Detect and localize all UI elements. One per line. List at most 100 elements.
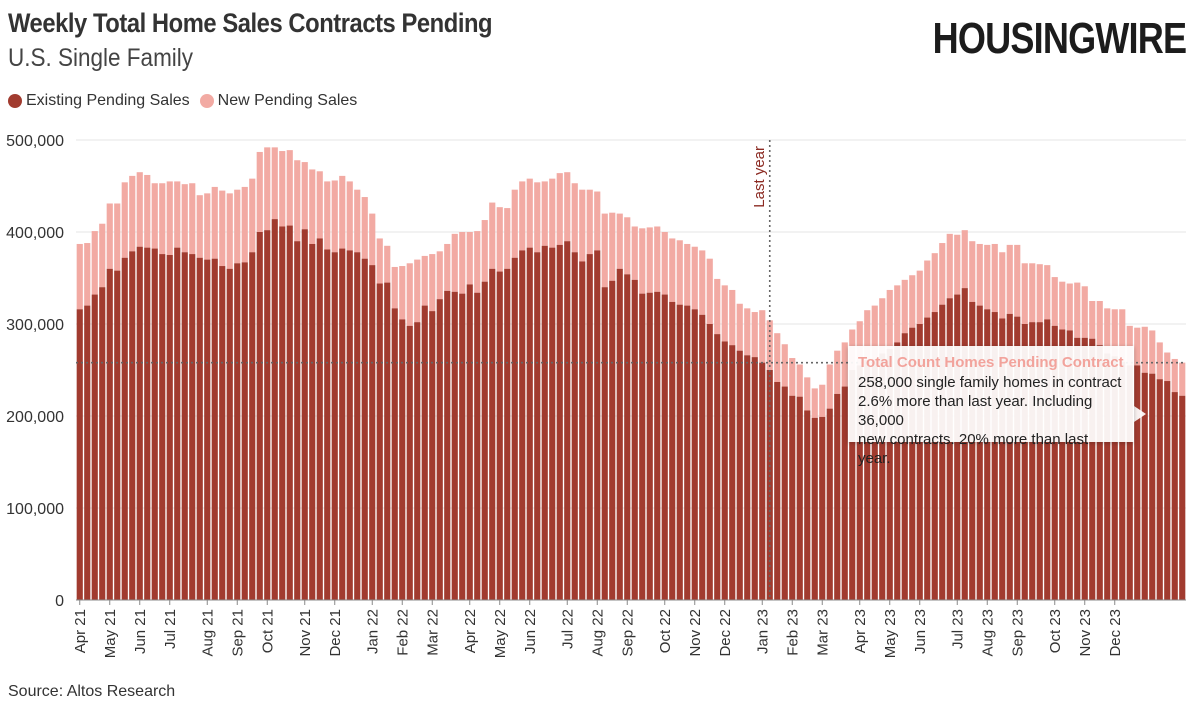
x-tick-label: Apr 23 bbox=[852, 609, 869, 653]
bar-existing bbox=[286, 225, 293, 600]
bar-existing bbox=[976, 305, 983, 600]
bar-existing bbox=[189, 254, 196, 600]
bar-new bbox=[894, 285, 901, 343]
bar-new bbox=[444, 243, 451, 291]
bar-existing bbox=[946, 298, 953, 600]
bar-existing bbox=[594, 250, 601, 600]
bar-new bbox=[174, 181, 181, 248]
bar-existing bbox=[969, 301, 976, 600]
bar-new bbox=[661, 232, 668, 295]
bar-existing bbox=[1096, 345, 1103, 600]
bar-existing bbox=[774, 381, 781, 600]
bar-new bbox=[1119, 309, 1126, 362]
bar-existing bbox=[781, 386, 788, 600]
bar-existing bbox=[631, 279, 638, 600]
legend-swatch-new bbox=[199, 94, 214, 108]
bar-existing bbox=[961, 288, 968, 600]
bar-new bbox=[136, 172, 143, 247]
bar-new bbox=[579, 189, 586, 262]
bar-new bbox=[631, 226, 638, 280]
bar-existing bbox=[466, 284, 473, 600]
x-tick-label: Nov 22 bbox=[687, 609, 704, 657]
legend-item-existing[interactable]: Existing Pending Sales bbox=[8, 92, 190, 110]
bar-new bbox=[249, 178, 256, 253]
bar-existing bbox=[939, 304, 946, 600]
bar-existing bbox=[1036, 322, 1043, 600]
source-note: Source: Altos Research bbox=[8, 683, 176, 700]
x-tick-label: Oct 23 bbox=[1047, 609, 1064, 653]
bar-new bbox=[219, 190, 226, 267]
bar-existing bbox=[264, 230, 271, 600]
annotation-line-3: new contracts. 20% more than last year. bbox=[858, 431, 1089, 467]
bar-existing bbox=[841, 386, 848, 600]
bar-new bbox=[721, 285, 728, 342]
bar-new bbox=[736, 303, 743, 351]
bar-existing bbox=[76, 309, 83, 600]
bar-new bbox=[91, 231, 98, 295]
bar-existing bbox=[864, 359, 871, 600]
legend-item-new[interactable]: New Pending Sales bbox=[199, 92, 357, 110]
bar-new bbox=[616, 213, 623, 269]
bar-existing bbox=[204, 259, 211, 600]
bar-existing bbox=[219, 266, 226, 600]
bar-new bbox=[1134, 327, 1141, 366]
bar-existing bbox=[481, 281, 488, 600]
bar-new bbox=[819, 384, 826, 417]
bar-existing bbox=[421, 305, 428, 600]
bar-new bbox=[354, 189, 361, 253]
x-tick-label: Sep 23 bbox=[1009, 609, 1026, 657]
bar-new bbox=[324, 181, 331, 250]
bar-existing bbox=[294, 241, 301, 600]
bar-existing bbox=[136, 246, 143, 600]
bar-existing bbox=[1006, 313, 1013, 600]
bar-existing bbox=[451, 291, 458, 600]
bar-new bbox=[556, 173, 563, 245]
bar-new bbox=[864, 310, 871, 360]
annotation-line-1: 258,000 single family homes in contract bbox=[858, 374, 1122, 391]
bar-existing bbox=[669, 301, 676, 600]
bar-existing bbox=[369, 265, 376, 600]
bar-new bbox=[1021, 263, 1028, 324]
x-tick-label: Nov 21 bbox=[297, 609, 314, 657]
x-tick-label: May 23 bbox=[882, 609, 899, 658]
bar-existing bbox=[1021, 324, 1028, 600]
bar-new bbox=[519, 181, 526, 251]
bar-existing bbox=[871, 358, 878, 600]
bar-existing bbox=[661, 294, 668, 600]
bar-new bbox=[414, 259, 421, 323]
bar-existing bbox=[534, 252, 541, 601]
bar-new bbox=[541, 181, 548, 246]
bar-existing bbox=[894, 342, 901, 600]
bar-existing bbox=[1081, 337, 1088, 600]
bar-new bbox=[279, 151, 286, 227]
bar-existing bbox=[924, 317, 931, 600]
bar-new bbox=[511, 189, 518, 258]
bar-new bbox=[1066, 283, 1073, 331]
bar-existing bbox=[759, 362, 766, 600]
y-tick-label: 400,000 bbox=[6, 225, 64, 242]
bar-existing bbox=[571, 252, 578, 601]
bar-new bbox=[526, 178, 533, 248]
bar-new bbox=[1014, 244, 1021, 317]
x-tick-label: Jun 22 bbox=[522, 609, 539, 654]
bar-existing bbox=[1089, 338, 1096, 600]
y-tick-label: 200,000 bbox=[6, 409, 64, 426]
bar-existing bbox=[159, 254, 166, 600]
bar-existing bbox=[549, 247, 556, 600]
bar-new bbox=[211, 186, 218, 259]
bar-existing bbox=[106, 268, 113, 600]
legend: Existing Pending Sales New Pending Sales bbox=[8, 92, 367, 110]
bar-new bbox=[1111, 309, 1118, 357]
bar-existing bbox=[954, 294, 961, 600]
bar-existing bbox=[699, 314, 706, 600]
bar-existing bbox=[256, 232, 263, 600]
bar-new bbox=[969, 241, 976, 302]
bar-new bbox=[639, 228, 646, 294]
bar-new bbox=[834, 350, 841, 394]
bar-existing bbox=[624, 274, 631, 600]
bar-existing bbox=[429, 311, 436, 600]
bar-new bbox=[609, 212, 616, 281]
housingwire-logo: HOUSINGWIRE bbox=[932, 14, 1186, 63]
x-tick-label: Dec 21 bbox=[327, 609, 344, 657]
bar-existing bbox=[541, 245, 548, 601]
